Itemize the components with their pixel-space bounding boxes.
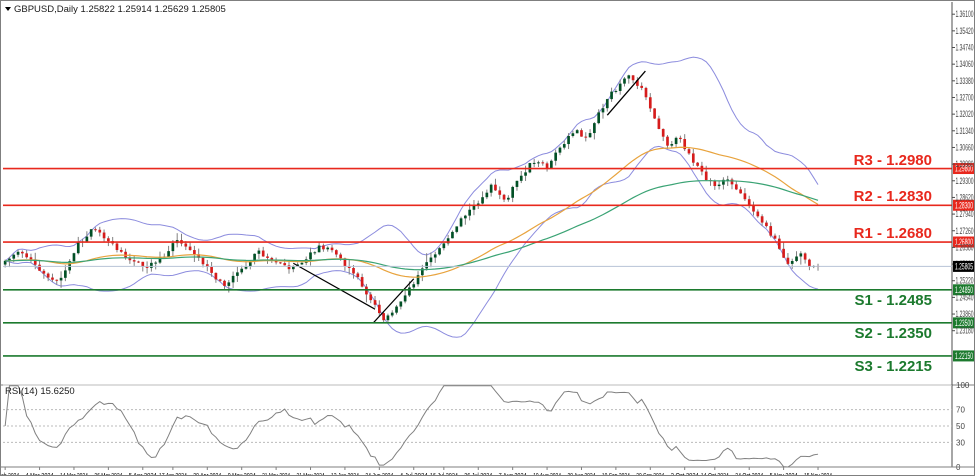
svg-text:24 Jun 2024: 24 Jun 2024 (365, 471, 393, 476)
svg-text:1.23860: 1.23860 (956, 309, 974, 319)
svg-text:1.22150: 1.22150 (955, 351, 973, 361)
svg-text:1.25220: 1.25220 (956, 276, 974, 286)
svg-text:4 Jul 2024: 4 Jul 2024 (400, 471, 428, 476)
svg-text:30: 30 (956, 438, 965, 447)
svg-text:1.23180: 1.23180 (956, 326, 974, 336)
svg-text:19 Aug 2024: 19 Aug 2024 (533, 471, 561, 476)
svg-text:1.30660: 1.30660 (956, 142, 974, 152)
svg-text:1.32020: 1.32020 (956, 109, 974, 119)
svg-text:7 Aug 2024: 7 Aug 2024 (499, 471, 527, 476)
svg-text:5 Apr 2024: 5 Apr 2024 (129, 471, 157, 476)
svg-text:1.28620: 1.28620 (956, 192, 974, 202)
svg-text:1.31340: 1.31340 (956, 126, 974, 136)
svg-text:1.25805: 1.25805 (955, 261, 973, 271)
svg-text:70: 70 (956, 406, 965, 415)
svg-text:1.33380: 1.33380 (956, 76, 974, 86)
svg-text:24 Oct 2024: 24 Oct 2024 (735, 471, 763, 476)
svg-text:21 Feb 2024: 21 Feb 2024 (1, 471, 19, 476)
svg-text:1.24540: 1.24540 (956, 292, 974, 302)
svg-text:14 Oct 2024: 14 Oct 2024 (701, 471, 729, 476)
svg-text:9 May 2024: 9 May 2024 (228, 471, 256, 476)
svg-text:1.29980: 1.29980 (956, 159, 974, 169)
svg-text:12 Jun 2024: 12 Jun 2024 (331, 471, 359, 476)
svg-text:20 Sep 2024: 20 Sep 2024 (636, 471, 664, 476)
svg-text:1.34060: 1.34060 (956, 59, 974, 69)
svg-text:5 Nov 2024: 5 Nov 2024 (770, 471, 798, 476)
svg-text:50: 50 (956, 422, 965, 431)
svg-text:1.27260: 1.27260 (956, 226, 974, 236)
svg-text:16 Jul 2024: 16 Jul 2024 (430, 471, 458, 476)
svg-text:2 Oct 2024: 2 Oct 2024 (671, 471, 699, 476)
svg-text:21 May 2024: 21 May 2024 (262, 471, 290, 476)
svg-text:1.36100: 1.36100 (956, 9, 974, 19)
svg-text:1.34740: 1.34740 (956, 43, 974, 53)
svg-text:15 Nov 2024: 15 Nov 2024 (804, 471, 832, 476)
svg-text:1.35420: 1.35420 (956, 26, 974, 36)
svg-text:1.27940: 1.27940 (956, 209, 974, 219)
svg-text:17 Apr 2024: 17 Apr 2024 (159, 471, 187, 476)
svg-text:31 May 2024: 31 May 2024 (297, 471, 325, 476)
svg-text:4 Mar 2024: 4 Mar 2024 (26, 471, 54, 476)
svg-text:14 Mar 2024: 14 Mar 2024 (60, 471, 88, 476)
svg-text:10 Sep 2024: 10 Sep 2024 (602, 471, 630, 476)
svg-text:26 Jul 2024: 26 Jul 2024 (464, 471, 492, 476)
svg-text:26 Mar 2024: 26 Mar 2024 (94, 471, 122, 476)
svg-text:1.29300: 1.29300 (956, 176, 974, 186)
svg-text:29 Apr 2024: 29 Apr 2024 (193, 471, 221, 476)
svg-text:100: 100 (956, 381, 970, 390)
svg-text:1.26580: 1.26580 (956, 242, 974, 252)
svg-text:29 Aug 2024: 29 Aug 2024 (567, 471, 595, 476)
svg-text:1.32700: 1.32700 (956, 92, 974, 102)
svg-text:RSI(14) 15.6250: RSI(14) 15.6250 (5, 386, 75, 397)
